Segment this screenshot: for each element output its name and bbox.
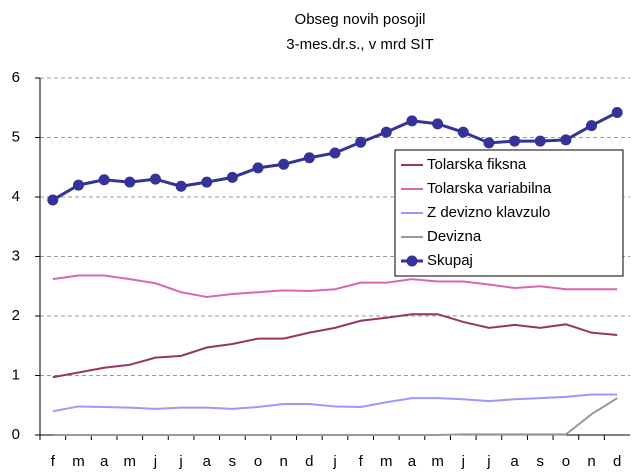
x-tick-label: f — [359, 453, 364, 470]
point — [98, 174, 110, 186]
legend-box — [394, 149, 624, 277]
legend-label: Devizna — [427, 228, 482, 245]
chart-title: Obseg novih posojil — [295, 11, 426, 28]
y-tick-label: 6 — [12, 69, 20, 86]
x-tick-label: m — [124, 453, 137, 470]
x-tick-label: n — [587, 453, 595, 470]
chart-subtitle: 3-mes.dr.s., v mrd SIT — [286, 36, 434, 53]
x-tick-label: m — [431, 453, 444, 470]
x-tick-label: d — [305, 453, 313, 470]
y-tick-label: 4 — [12, 188, 20, 205]
point — [509, 135, 521, 147]
series-line — [52, 397, 618, 436]
x-tick-label: d — [613, 453, 621, 470]
point — [175, 180, 187, 192]
point — [201, 176, 213, 188]
x-tick-label: m — [380, 453, 393, 470]
x-tick-label: s — [229, 453, 237, 470]
x-tick-label: n — [280, 453, 288, 470]
y-tick-label: 2 — [12, 307, 20, 324]
x-tick-label: m — [72, 453, 85, 470]
legend-label: Tolarska variabilna — [427, 180, 552, 197]
legend-label: Tolarska fiksna — [427, 156, 527, 173]
x-tick-label: j — [461, 453, 465, 470]
x-tick-label: a — [100, 453, 109, 470]
point — [380, 126, 392, 138]
point — [432, 118, 444, 130]
y-tick-label: 0 — [12, 426, 20, 443]
legend-label: Z devizno klavzulo — [427, 204, 550, 221]
point — [72, 179, 84, 191]
point — [226, 171, 238, 183]
point — [611, 107, 623, 119]
x-tick-label: j — [332, 453, 336, 470]
y-tick-label: 1 — [12, 366, 20, 383]
point — [149, 173, 161, 185]
x-tick-label: a — [408, 453, 417, 470]
point — [457, 126, 469, 138]
x-tick-label: o — [254, 453, 262, 470]
x-tick-label: a — [510, 453, 519, 470]
y-tick-label: 3 — [12, 247, 20, 264]
x-tick-label: j — [178, 453, 182, 470]
point — [406, 115, 418, 127]
x-tick-label: j — [486, 453, 490, 470]
point — [252, 162, 264, 174]
point — [124, 176, 136, 188]
series-line — [52, 274, 618, 298]
point — [278, 158, 290, 170]
y-tick-label: 5 — [12, 128, 20, 145]
x-tick-label: j — [153, 453, 157, 470]
point — [586, 120, 598, 132]
series-line — [52, 393, 618, 413]
x-tick-label: o — [562, 453, 570, 470]
x-tick-label: f — [51, 453, 56, 470]
point — [47, 194, 59, 206]
point — [483, 137, 495, 149]
x-tick-label: a — [203, 453, 212, 470]
point — [534, 135, 546, 147]
point — [329, 147, 341, 159]
x-tick-label: s — [536, 453, 544, 470]
series-line — [52, 313, 618, 379]
point — [303, 152, 315, 164]
point — [560, 134, 572, 146]
point — [355, 136, 367, 148]
legend-marker — [406, 255, 418, 267]
legend-label: Skupaj — [427, 252, 473, 269]
